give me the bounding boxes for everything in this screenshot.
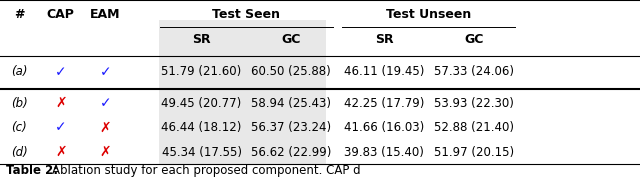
Text: #: #	[14, 8, 24, 21]
Text: 45.34 (17.55): 45.34 (17.55)	[161, 146, 242, 159]
Text: 56.37 (23.24): 56.37 (23.24)	[251, 121, 332, 134]
Text: 41.66 (16.03): 41.66 (16.03)	[344, 121, 424, 134]
Text: GC: GC	[464, 33, 483, 46]
Text: (c): (c)	[12, 121, 27, 134]
Text: ✓: ✓	[100, 65, 111, 79]
Text: EAM: EAM	[90, 8, 121, 21]
Text: Test Seen: Test Seen	[212, 8, 280, 21]
Text: 60.50 (25.88): 60.50 (25.88)	[252, 65, 331, 78]
Text: 56.62 (22.99): 56.62 (22.99)	[251, 146, 332, 159]
Text: 58.94 (25.43): 58.94 (25.43)	[251, 97, 332, 110]
Text: 53.93 (22.30): 53.93 (22.30)	[434, 97, 513, 110]
Text: (d): (d)	[11, 146, 28, 159]
Text: SR: SR	[192, 33, 211, 46]
Text: 49.45 (20.77): 49.45 (20.77)	[161, 97, 242, 110]
Text: ✓: ✓	[55, 65, 67, 79]
Text: SR: SR	[374, 33, 394, 46]
Text: ✗: ✗	[100, 121, 111, 135]
Text: GC: GC	[282, 33, 301, 46]
Text: (a): (a)	[11, 65, 28, 78]
Text: Table 2:: Table 2:	[6, 164, 63, 177]
FancyBboxPatch shape	[159, 20, 326, 164]
Text: Ablation study for each proposed component. CAP d: Ablation study for each proposed compone…	[52, 164, 361, 177]
Text: 51.97 (20.15): 51.97 (20.15)	[433, 146, 514, 159]
Text: 39.83 (15.40): 39.83 (15.40)	[344, 146, 424, 159]
Text: 42.25 (17.79): 42.25 (17.79)	[344, 97, 424, 110]
Text: 52.88 (21.40): 52.88 (21.40)	[434, 121, 514, 134]
Text: 46.44 (18.12): 46.44 (18.12)	[161, 121, 242, 134]
Text: 46.11 (19.45): 46.11 (19.45)	[344, 65, 424, 78]
Text: ✓: ✓	[100, 96, 111, 110]
Text: 51.79 (21.60): 51.79 (21.60)	[161, 65, 242, 78]
Text: ✗: ✗	[55, 96, 67, 110]
Text: 57.33 (24.06): 57.33 (24.06)	[434, 65, 514, 78]
Text: ✗: ✗	[55, 145, 67, 159]
Text: Test Unseen: Test Unseen	[386, 8, 472, 21]
Text: ✓: ✓	[55, 121, 67, 135]
Text: CAP: CAP	[47, 8, 75, 21]
Text: ✗: ✗	[100, 145, 111, 159]
Text: (b): (b)	[11, 97, 28, 110]
